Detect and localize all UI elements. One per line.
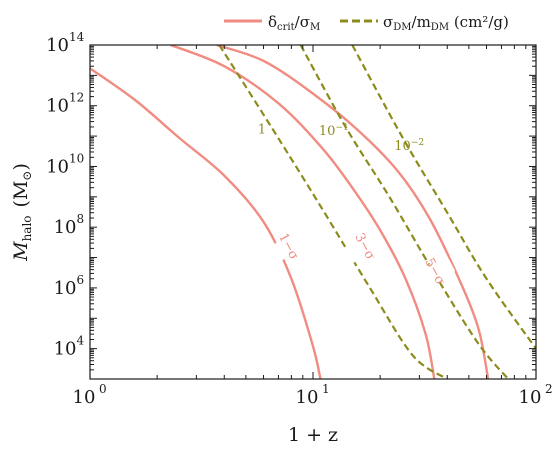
y-tick-label-exp-1: 6	[77, 273, 85, 287]
x-axis-label: 1 + z	[288, 424, 338, 446]
legend-label-crit: δcrit/σM	[268, 13, 320, 33]
curves	[90, 45, 536, 379]
series-line-5	[351, 45, 536, 350]
series-line-4	[299, 45, 509, 379]
y-tick-label-5: 10	[46, 35, 69, 56]
y-axis-label: Mhalo(M⊙)	[10, 163, 34, 262]
curve-labels: 1−σ 3−σ5−σ1 10−110−2	[258, 123, 456, 290]
x-tick-label-exp-0: 0	[99, 382, 107, 396]
series-label-3: 1	[258, 123, 266, 138]
series-label-bg-0	[265, 230, 309, 265]
series-line-2	[216, 45, 490, 379]
x-tick-label-2: 10	[519, 387, 542, 408]
series-line-0	[90, 67, 322, 379]
y-tick-label-exp-4: 12	[69, 91, 84, 105]
y-tick-label-2: 10	[54, 217, 77, 238]
y-tick-label-3: 10	[46, 156, 69, 177]
y-tick-label-1: 10	[54, 278, 77, 299]
y-tick-label-exp-3: 10	[69, 151, 84, 165]
x-tick-label-0: 10	[73, 387, 96, 408]
y-tick-label-exp-2: 8	[77, 212, 85, 226]
series-label-bg-1	[341, 230, 386, 265]
y-tick-label-4: 10	[46, 96, 69, 117]
series-label-bg-2	[411, 255, 456, 290]
y-tick-label-exp-5: 14	[69, 30, 85, 44]
series-line-3	[218, 45, 448, 379]
legend-label-dm: σDM/mDM (cm²/g)	[383, 13, 509, 33]
y-tick-label-exp-0: 4	[77, 334, 85, 348]
series-label-4: 10−1	[319, 123, 349, 139]
x-tick-label-1: 10	[296, 387, 319, 408]
y-tick-label-0: 10	[54, 339, 77, 360]
x-tick-label-exp-2: 2	[545, 382, 553, 396]
series-label-5: 10−2	[394, 138, 424, 154]
x-tick-label-exp-1: 1	[322, 382, 330, 396]
legend: δcrit/σM σDM/mDM (cm²/g)	[224, 13, 509, 33]
